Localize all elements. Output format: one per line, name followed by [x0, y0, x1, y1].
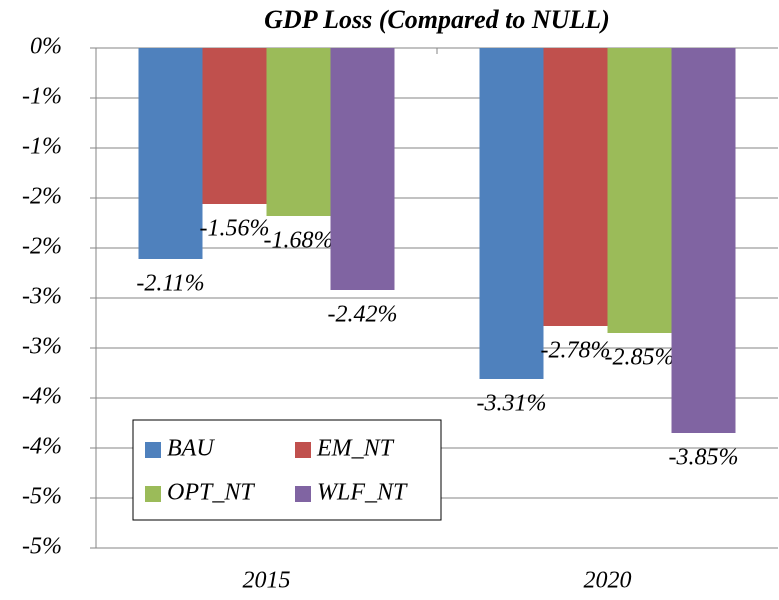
- data-label: -1.56%: [200, 216, 270, 242]
- data-label: -3.85%: [669, 445, 739, 471]
- y-tick-label: 0%: [30, 34, 62, 60]
- y-tick-label: -2%: [22, 184, 62, 210]
- bar: [138, 48, 203, 259]
- legend-box: [132, 419, 442, 521]
- legend-label: BAU: [167, 436, 215, 462]
- y-tick-label: -1%: [22, 84, 62, 110]
- legend-label: OPT_NT: [167, 480, 255, 506]
- x-tick-label: 2020: [584, 568, 632, 594]
- bar: [266, 48, 331, 216]
- bar: [671, 48, 736, 433]
- y-tick-label: -2%: [22, 234, 62, 260]
- y-tick-label: -5%: [22, 484, 62, 510]
- data-label: -2.78%: [541, 338, 611, 364]
- x-tick-label: 2015: [243, 568, 291, 594]
- legend: BAU EM_NT OPT_NT WLF_NT: [132, 419, 442, 521]
- y-tick-label: -3%: [22, 334, 62, 360]
- legend-swatch: [145, 442, 161, 458]
- bar: [479, 48, 544, 379]
- data-label: -3.31%: [477, 391, 547, 417]
- data-label: -2.85%: [605, 345, 675, 371]
- data-label: -2.11%: [136, 271, 204, 297]
- legend-swatch: [295, 486, 311, 502]
- legend-swatch: [295, 442, 311, 458]
- y-tick-label: -5%: [22, 534, 62, 560]
- legend-label: WLF_NT: [317, 480, 408, 506]
- bar: [607, 48, 672, 333]
- data-label: -1.68%: [264, 228, 334, 254]
- y-tick-label: -3%: [22, 284, 62, 310]
- y-tick-label: -1%: [22, 134, 62, 160]
- legend-label: EM_NT: [316, 436, 395, 462]
- bar: [330, 48, 395, 290]
- bar: [543, 48, 608, 326]
- chart-title: GDP Loss (Compared to NULL): [264, 5, 610, 34]
- data-label: -2.42%: [328, 302, 398, 328]
- y-tick-label: -4%: [22, 384, 62, 410]
- legend-swatch: [145, 486, 161, 502]
- bar: [202, 48, 267, 204]
- y-tick-label: -4%: [22, 434, 62, 460]
